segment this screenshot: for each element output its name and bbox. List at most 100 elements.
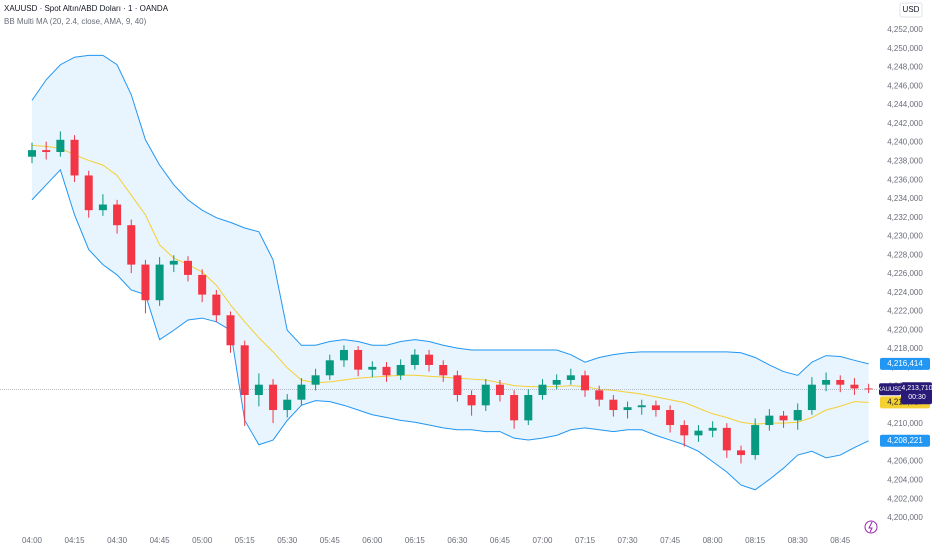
candle-body: [850, 384, 859, 389]
candle-body: [396, 364, 405, 376]
band-line: [31, 54, 869, 376]
candle-body: [524, 395, 533, 421]
x-tick-label: 06:15: [405, 536, 426, 545]
candle-body: [56, 139, 65, 152]
candle-body: [651, 405, 660, 411]
candle-body: [297, 384, 306, 400]
symbol-label: XAUUSD: [877, 387, 903, 393]
last-price-label: 4,213,710: [901, 385, 932, 392]
x-tick-label: 05:15: [235, 536, 256, 545]
candle-body: [807, 384, 816, 411]
candle-body: [113, 204, 122, 226]
candle-body: [226, 315, 235, 346]
candle-body: [183, 260, 192, 275]
y-tick-label: 4,226,000: [887, 269, 923, 278]
candle-body: [595, 390, 604, 400]
candle-body: [566, 375, 575, 380]
x-tick-label: 08:15: [745, 536, 766, 545]
candle-body: [410, 354, 419, 365]
price-badge: [880, 434, 930, 447]
candle-body: [98, 204, 107, 211]
axes: 4,200,000 4,202,000 4,204,000 4,206,000 4,20…: [22, 25, 932, 545]
candle-body: [70, 139, 79, 176]
x-tick-label: 04:30: [107, 536, 128, 545]
candle-body: [510, 395, 519, 421]
x-tick-label: 06:00: [362, 536, 383, 545]
y-tick-label: 4,236,000: [887, 175, 923, 184]
candle-body: [354, 349, 363, 370]
price-badge-label: 4,208,221: [887, 436, 923, 445]
candle-body: [779, 415, 788, 421]
y-tick-label: 4,222,000: [887, 307, 923, 316]
x-tick-label: 06:30: [447, 536, 468, 545]
y-tick-label: 4,242,000: [887, 119, 923, 128]
x-tick-label: 07:45: [660, 536, 681, 545]
x-tick-label: 08:45: [830, 536, 851, 545]
candle-body: [339, 349, 348, 361]
x-tick-label: 08:30: [788, 536, 809, 545]
candle-body: [212, 294, 221, 316]
x-tick-label: 05:00: [192, 536, 213, 545]
candle-body: [836, 380, 845, 385]
y-tick-label: 4,228,000: [887, 250, 923, 259]
candle-body: [680, 425, 689, 436]
currency-box[interactable]: [899, 2, 923, 18]
candle-body: [552, 380, 561, 385]
moving-average-line: [31, 144, 869, 425]
y-tick-label: 4,224,000: [887, 288, 923, 297]
y-tick-label: 4,218,000: [887, 344, 923, 353]
candle-body: [751, 425, 760, 456]
candle-body: [822, 380, 831, 385]
candle-body: [864, 388, 873, 390]
y-tick-label: 4,238,000: [887, 156, 923, 165]
candle-body: [240, 345, 249, 396]
x-tick-label: 07:00: [532, 536, 553, 545]
candle-body: [623, 407, 632, 411]
candle-body: [666, 410, 675, 426]
candle-body: [311, 375, 320, 385]
indicator-label: BB Multi MA (20, 2.4, close, AMA, 9, 40): [4, 17, 147, 26]
candle-body: [155, 264, 164, 301]
candle-body: [581, 375, 590, 391]
countdown-label: 00:30: [908, 394, 926, 401]
y-tick-label: 4,220,000: [887, 325, 923, 334]
candle-body: [722, 427, 731, 451]
chart-title: XAUUSD · Spot Altın/ABD Doları · 1 · OAN…: [4, 4, 169, 13]
candle-body: [28, 150, 36, 157]
x-tick-label: 08:00: [703, 536, 724, 545]
x-tick-label: 07:30: [618, 536, 639, 545]
y-tick-label: 4,240,000: [887, 138, 923, 147]
y-tick-label: 4,248,000: [887, 63, 923, 72]
candle-body: [609, 399, 618, 411]
candle-body: [169, 260, 178, 265]
candle-body: [42, 150, 51, 152]
y-tick-label: 4,210,000: [887, 419, 923, 428]
candle-body: [198, 274, 207, 295]
y-tick-label: 4,246,000: [887, 81, 923, 90]
currency[interactable]: USD: [903, 5, 920, 14]
candle-body: [467, 395, 476, 406]
candle-body: [765, 415, 774, 426]
y-tick-label: 4,232,000: [887, 213, 923, 222]
candle-body: [425, 354, 434, 365]
candle-body: [439, 364, 448, 376]
candle-body: [481, 384, 490, 406]
price-badge-label: 4,216,414: [887, 359, 923, 368]
candle-body: [694, 430, 703, 436]
candle-body: [793, 410, 802, 421]
symbol-badge: [879, 383, 901, 396]
candle-body: [269, 384, 278, 411]
candle-body: [708, 427, 717, 431]
price-badge: [880, 357, 930, 370]
lightning-icon[interactable]: [864, 520, 878, 534]
candle-body: [538, 384, 547, 396]
y-tick-label: 4,234,000: [887, 194, 923, 203]
x-tick-label: 04:00: [22, 536, 43, 545]
x-tick-label: 04:45: [150, 536, 171, 545]
y-tick-label: 4,204,000: [887, 476, 923, 485]
candle-body: [495, 384, 504, 396]
x-tick-label: 06:45: [490, 536, 511, 545]
candle-body: [254, 384, 263, 396]
